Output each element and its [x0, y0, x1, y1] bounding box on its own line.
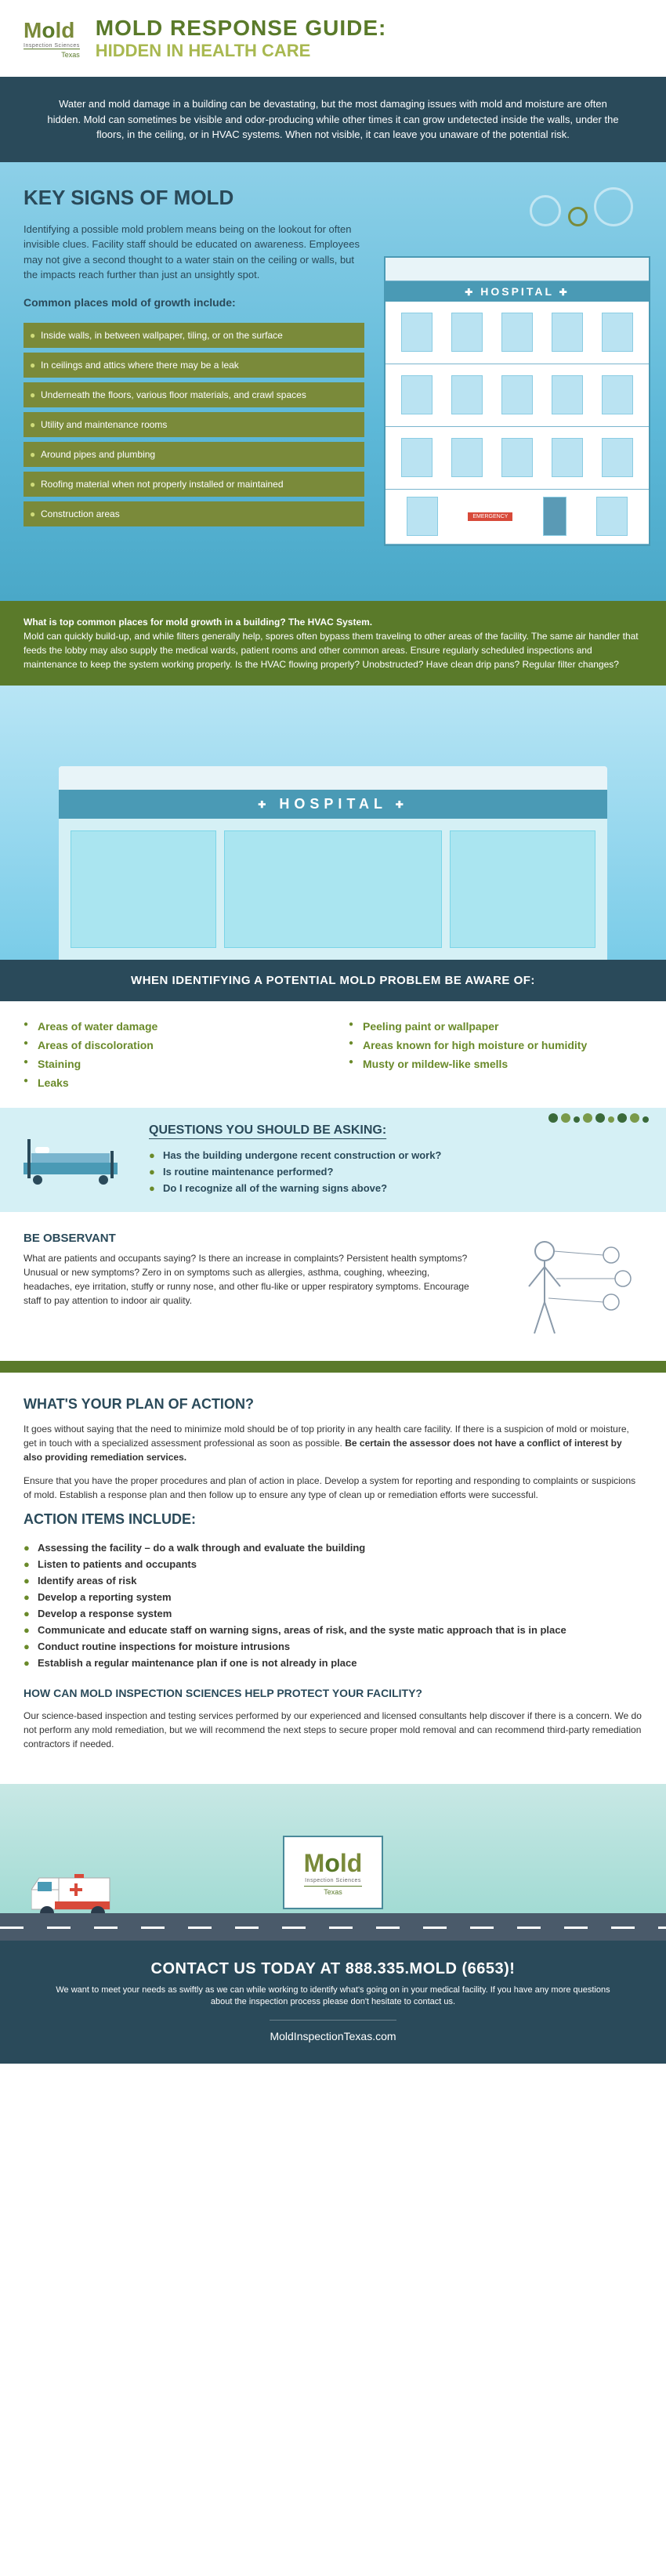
list-item: Construction areas: [24, 501, 364, 526]
page-subtitle: HIDDEN IN HEALTH CARE: [96, 41, 642, 61]
contact-url: MoldInspectionTexas.com: [270, 2020, 396, 2042]
list-item: Around pipes and plumbing: [24, 442, 364, 467]
how-can-heading: HOW CAN MOLD INSPECTION SCIENCES HELP PR…: [24, 1687, 642, 1699]
list-item: Underneath the floors, various floor mat…: [24, 382, 364, 407]
contact-heading: CONTACT US TODAY AT 888.335.MOLD (6653)!: [47, 1960, 619, 1978]
list-item: Listen to patients and occupants: [24, 1556, 642, 1572]
observant-section: BE OBSERVANT What are patients and occup…: [0, 1212, 666, 1373]
hospital-interior-illustration: ✚ HOSPITAL ✚: [0, 686, 666, 960]
list-item: Staining: [24, 1055, 317, 1073]
contact-body: We want to meet your needs as swiftly as…: [47, 1984, 619, 2009]
contact-section: CONTACT US TODAY AT 888.335.MOLD (6653)!…: [0, 1941, 666, 2064]
list-item: Areas of water damage: [24, 1017, 317, 1036]
list-item: Conduct routine inspections for moisture…: [24, 1638, 642, 1655]
list-item: Develop a response system: [24, 1605, 642, 1622]
hvac-bold: What is top common places for mold growt…: [24, 617, 372, 628]
plan-heading: WHAT'S YOUR PLAN OF ACTION?: [24, 1396, 642, 1413]
hospital-bed-icon: [24, 1131, 118, 1186]
action-items-heading: ACTION ITEMS INCLUDE:: [24, 1511, 642, 1528]
hvac-banner: What is top common places for mold growt…: [0, 601, 666, 686]
aware-list: Areas of water damage Areas of discolora…: [0, 1001, 666, 1108]
hospital-label: HOSPITAL: [480, 285, 554, 298]
spore-dots-icon: [547, 1112, 650, 1128]
page-title: MOLD RESPONSE GUIDE:: [96, 16, 642, 41]
logo-sign: Mold Inspection Sciences Texas: [283, 1836, 384, 1909]
hospital-big-label: HOSPITAL: [279, 796, 386, 812]
key-signs-section: KEY SIGNS OF MOLD Identifying a possible…: [0, 162, 666, 601]
human-body-icon: [501, 1232, 642, 1341]
list-item: Is routine maintenance performed?: [149, 1163, 642, 1180]
aware-banner: WHEN IDENTIFYING A POTENTIAL MOLD PROBLE…: [0, 960, 666, 1001]
intro-paragraph: Water and mold damage in a building can …: [0, 77, 666, 162]
list-item: Peeling paint or wallpaper: [349, 1017, 642, 1036]
list-item: Identify areas of risk: [24, 1572, 642, 1589]
list-item: Areas of discoloration: [24, 1036, 317, 1055]
header: Mold Inspection Sciences Texas MOLD RESP…: [0, 0, 666, 77]
hvac-body: Mold can quickly build-up, and while fil…: [24, 631, 639, 670]
hospital-illustration: ✚ HOSPITAL ✚ EMERGENCY: [384, 256, 650, 554]
list-item: Leaks: [24, 1073, 317, 1092]
list-item: Musty or mildew-like smells: [349, 1055, 642, 1073]
common-places-list: Inside walls, in between wallpaper, tili…: [24, 323, 364, 526]
emergency-label: EMERGENCY: [468, 512, 512, 521]
list-item: Has the building undergone recent constr…: [149, 1147, 642, 1163]
list-item: Roofing material when not properly insta…: [24, 472, 364, 497]
key-signs-intro: Identifying a possible mold problem mean…: [24, 222, 364, 283]
observant-heading: BE OBSERVANT: [24, 1232, 478, 1245]
list-item: Assessing the facility – do a walk throu…: [24, 1539, 642, 1556]
list-item: Areas known for high moisture or humidit…: [349, 1036, 642, 1055]
observant-body: What are patients and occupants saying? …: [24, 1251, 478, 1308]
list-item: Communicate and educate staff on warning…: [24, 1622, 642, 1638]
list-item: In ceilings and attics where there may b…: [24, 353, 364, 378]
logo: Mold Inspection Sciences Texas: [24, 18, 80, 59]
list-item: Develop a reporting system: [24, 1589, 642, 1605]
how-can-body: Our science-based inspection and testing…: [24, 1709, 642, 1751]
questions-section: QUESTIONS YOU SHOULD BE ASKING: Has the …: [0, 1108, 666, 1212]
list-item: Inside walls, in between wallpaper, tili…: [24, 323, 364, 348]
logo-texas: Texas: [24, 49, 80, 59]
action-items-list: Assessing the facility – do a walk throu…: [24, 1539, 642, 1671]
list-item: Establish a regular maintenance plan if …: [24, 1655, 642, 1671]
street-scene-illustration: Mold Inspection Sciences Texas: [0, 1784, 666, 1941]
plan-section: WHAT'S YOUR PLAN OF ACTION? It goes with…: [0, 1373, 666, 1784]
plan-p2: Ensure that you have the proper procedur…: [24, 1474, 642, 1502]
list-item: Do I recognize all of the warning signs …: [149, 1180, 642, 1196]
common-places-heading: Common places mold of growth include:: [24, 295, 364, 311]
list-item: Utility and maintenance rooms: [24, 412, 364, 437]
decorative-circles-icon: [528, 186, 635, 232]
road-icon: [0, 1913, 666, 1941]
logo-sub: Inspection Sciences: [24, 43, 80, 49]
